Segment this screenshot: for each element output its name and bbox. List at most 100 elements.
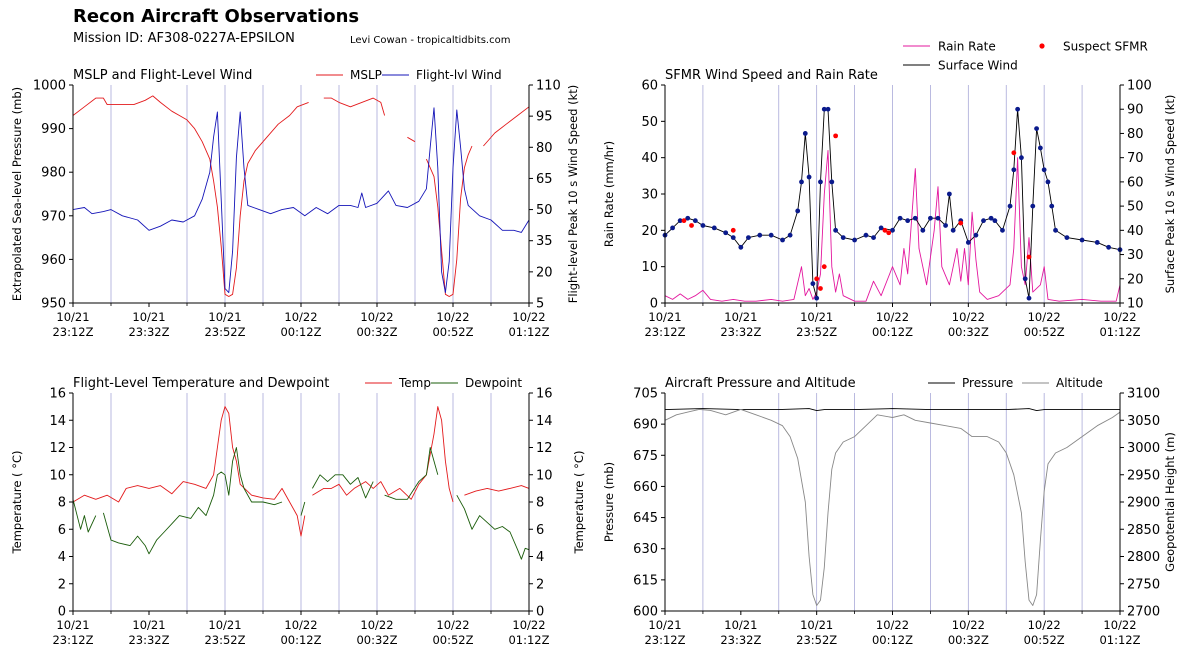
y-tick-label: 705	[633, 387, 658, 402]
y-right-tick-label: 95	[536, 110, 553, 125]
surface-wind-point	[1015, 106, 1021, 112]
x-tick-date: 10/21	[132, 618, 165, 632]
y-right-tick-label: 100	[1127, 79, 1152, 94]
x-tick-date: 10/22	[360, 618, 393, 632]
surface-wind-point	[685, 215, 691, 221]
surface-wind-point	[973, 232, 979, 238]
x-tick-time: 00:12Z	[280, 325, 321, 339]
y-tick-label: 615	[633, 573, 658, 588]
surface-wind-point	[818, 179, 823, 185]
x-tick-date: 10/22	[876, 618, 909, 632]
panel-4: 600 615 630 645 660 675 690 705 2700 2750 2800 2850…	[602, 376, 1177, 647]
y-tick-label: 50	[641, 115, 658, 130]
x-tick-date: 10/22	[1028, 310, 1061, 324]
surface-wind-point	[950, 227, 956, 233]
y-axis-label: Extrapolated Sea-level Pressure (mb)	[10, 87, 24, 301]
suspect-sfmr-point	[882, 227, 888, 233]
x-tick-time: 01:12Z	[1099, 325, 1140, 339]
legend-label: Altitude	[1056, 376, 1103, 390]
y-tick-label: 14	[49, 414, 66, 429]
panel-title: MSLP and Flight-Level Wind	[73, 68, 252, 83]
y-right-tick-label: 2900	[1127, 496, 1160, 511]
surface-wind-point	[943, 223, 948, 228]
y-tick-label: 30	[641, 188, 658, 203]
x-tick-time: 00:32Z	[356, 633, 397, 647]
suspect-sfmr-point	[681, 218, 687, 224]
surface-wind-point	[1094, 240, 1100, 245]
surface-wind-point	[878, 225, 884, 231]
legend-label: Dewpoint	[465, 376, 522, 390]
surface-wind-point	[840, 235, 846, 241]
y-right-tick-label: 12	[536, 441, 553, 456]
surface-wind-point	[677, 218, 683, 224]
y-tick-label: 675	[633, 449, 658, 464]
surface-wind-point	[897, 215, 903, 221]
x-tick-time: 00:52Z	[432, 633, 473, 647]
surface-wind-point	[1019, 155, 1024, 161]
surface-wind-point	[829, 179, 835, 185]
surface-wind-point	[1049, 203, 1055, 209]
y-tick-label: 60	[641, 79, 658, 94]
x-tick-time: 23:12Z	[52, 633, 93, 647]
y-right-tick-label: 35	[536, 234, 553, 249]
y-right-axis-label: Surface Peak 10 s Wind Speed (kt)	[1163, 95, 1177, 294]
suspect-sfmr-point	[689, 223, 694, 228]
legend-label: Flight-lvl Wind	[416, 68, 502, 82]
series-line-temp	[72, 406, 530, 537]
y-right-tick-label: 70	[1127, 151, 1144, 166]
page-title: Recon Aircraft Observations	[73, 6, 360, 27]
y-right-tick-label: 65	[536, 172, 553, 187]
x-tick-time: 23:52Z	[204, 633, 245, 647]
x-tick-date: 10/22	[1028, 618, 1061, 632]
y-right-tick-label: 20	[1127, 272, 1144, 287]
surface-wind-point	[821, 106, 827, 112]
surface-wind-point	[981, 218, 986, 224]
y-tick-label: 20	[641, 224, 658, 239]
x-tick-date: 10/21	[724, 310, 757, 324]
surface-wind-point	[992, 218, 998, 224]
surface-wind-point	[806, 174, 812, 180]
legend-label: Suspect SFMR	[1063, 40, 1148, 54]
y-right-tick-label: 4	[536, 550, 544, 565]
panel-title: SFMR Wind Speed and Rain Rate	[665, 68, 878, 83]
x-tick-date: 10/22	[436, 310, 469, 324]
surface-wind-point	[1026, 295, 1032, 301]
suspect-sfmr-point	[814, 276, 820, 282]
x-tick-date: 10/21	[56, 310, 89, 324]
y-right-tick-label: 2	[536, 577, 544, 592]
y-tick-label: 40	[641, 151, 658, 166]
x-tick-time: 23:52Z	[204, 325, 245, 339]
y-right-tick-label: 2750	[1127, 577, 1160, 592]
x-tick-time: 23:12Z	[644, 633, 685, 647]
y-tick-label: 630	[633, 542, 658, 557]
surface-wind-point	[768, 232, 774, 238]
surface-wind-point	[810, 281, 816, 287]
y-right-tick-label: 80	[1127, 127, 1144, 142]
surface-wind-point	[757, 232, 763, 238]
legend: Temp Dewpoint	[365, 376, 522, 390]
y-tick-label: 660	[633, 480, 658, 495]
suspect-sfmr-point	[1026, 254, 1032, 260]
suspect-sfmr-point	[821, 264, 827, 270]
y-tick-label: 980	[41, 166, 66, 181]
credit-text: Levi Cowan - tropicaltidbits.com	[350, 35, 511, 46]
x-tick-date: 10/22	[360, 310, 393, 324]
x-tick-date: 10/22	[1103, 618, 1136, 632]
legend: Rain Rate Suspect SFMR Surface Wind	[903, 40, 1148, 73]
surface-wind-point	[787, 232, 793, 238]
y-axis-label: Pressure (mb)	[602, 462, 616, 542]
suspect-sfmr-point	[818, 286, 823, 291]
surface-wind-point	[935, 215, 941, 221]
y-tick-label: 960	[41, 253, 66, 268]
y-tick-label: 690	[633, 418, 658, 433]
x-tick-date: 10/21	[724, 618, 757, 632]
y-tick-label: 1000	[33, 79, 66, 94]
y-tick-label: 0	[650, 297, 658, 312]
x-tick-date: 10/22	[512, 618, 545, 632]
y-tick-label: 970	[41, 209, 66, 224]
suspect-sfmr-point	[833, 133, 839, 139]
panel-title: Flight-Level Temperature and Dewpoint	[73, 376, 329, 391]
surface-wind-point	[711, 225, 717, 231]
series-line-rain-rate	[664, 149, 1121, 302]
surface-wind-point	[905, 218, 911, 224]
